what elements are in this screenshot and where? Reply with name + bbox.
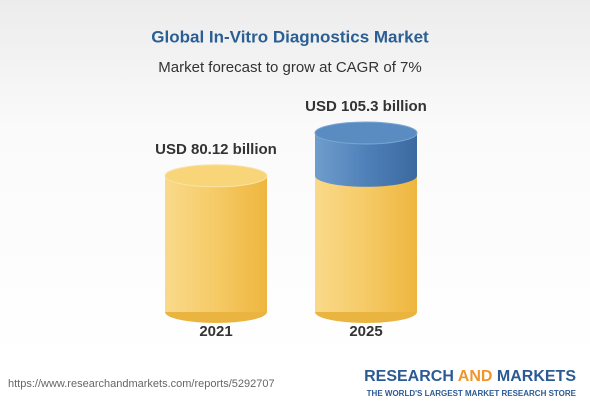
category-label: 2025: [349, 323, 382, 340]
category-label: 2021: [199, 323, 232, 340]
brand-tagline: THE WORLD'S LARGEST MARKET RESEARCH STOR…: [367, 389, 577, 398]
cylinder-top: [164, 164, 268, 188]
brand: RESEARCH AND MARKETS: [364, 368, 576, 385]
chart-title: Global In-Vitro Diagnostics Market: [151, 27, 429, 46]
value-label: USD 105.3 billion: [305, 98, 427, 115]
value-label: USD 80.12 billion: [155, 141, 277, 158]
brand-word: MARKETS: [497, 368, 576, 385]
background: [0, 0, 590, 365]
cylinder-body: [165, 175, 267, 312]
footer-background: [0, 365, 590, 407]
growth-segment: [315, 132, 417, 187]
cylinder-top: [314, 121, 418, 145]
source-url[interactable]: https://www.researchandmarkets.com/repor…: [8, 378, 275, 390]
brand-word: AND: [458, 368, 493, 385]
brand-word: RESEARCH: [364, 368, 454, 385]
chart-subtitle: Market forecast to grow at CAGR of 7%: [158, 59, 421, 76]
